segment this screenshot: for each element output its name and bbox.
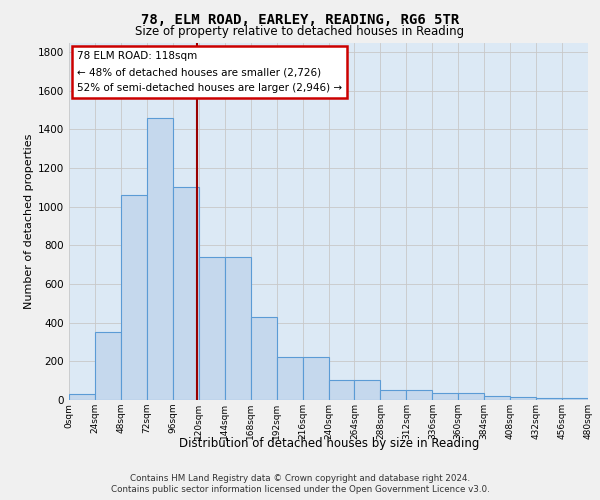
Bar: [329, 380, 355, 400]
Y-axis label: Number of detached properties: Number of detached properties: [24, 134, 34, 309]
Bar: [355, 380, 380, 400]
Bar: [69, 394, 95, 400]
Bar: [510, 397, 536, 400]
Text: 78 ELM ROAD: 118sqm
← 48% of detached houses are smaller (2,726)
52% of semi-det: 78 ELM ROAD: 118sqm ← 48% of detached ho…: [77, 52, 342, 92]
Text: Contains public sector information licensed under the Open Government Licence v3: Contains public sector information licen…: [110, 485, 490, 494]
Bar: [432, 393, 458, 400]
Bar: [225, 257, 251, 400]
Bar: [199, 257, 224, 400]
Bar: [147, 118, 173, 400]
Bar: [277, 356, 302, 400]
Text: Contains HM Land Registry data © Crown copyright and database right 2024.: Contains HM Land Registry data © Crown c…: [130, 474, 470, 483]
Bar: [380, 390, 406, 400]
Text: 78, ELM ROAD, EARLEY, READING, RG6 5TR: 78, ELM ROAD, EARLEY, READING, RG6 5TR: [141, 12, 459, 26]
Bar: [121, 195, 147, 400]
Text: Distribution of detached houses by size in Reading: Distribution of detached houses by size …: [179, 438, 479, 450]
Bar: [562, 398, 588, 400]
Bar: [173, 188, 199, 400]
Bar: [458, 393, 484, 400]
Bar: [536, 398, 562, 400]
Bar: [406, 390, 432, 400]
Bar: [251, 317, 277, 400]
Text: Size of property relative to detached houses in Reading: Size of property relative to detached ho…: [136, 25, 464, 38]
Bar: [484, 396, 510, 400]
Bar: [95, 332, 121, 400]
Bar: [302, 356, 329, 400]
